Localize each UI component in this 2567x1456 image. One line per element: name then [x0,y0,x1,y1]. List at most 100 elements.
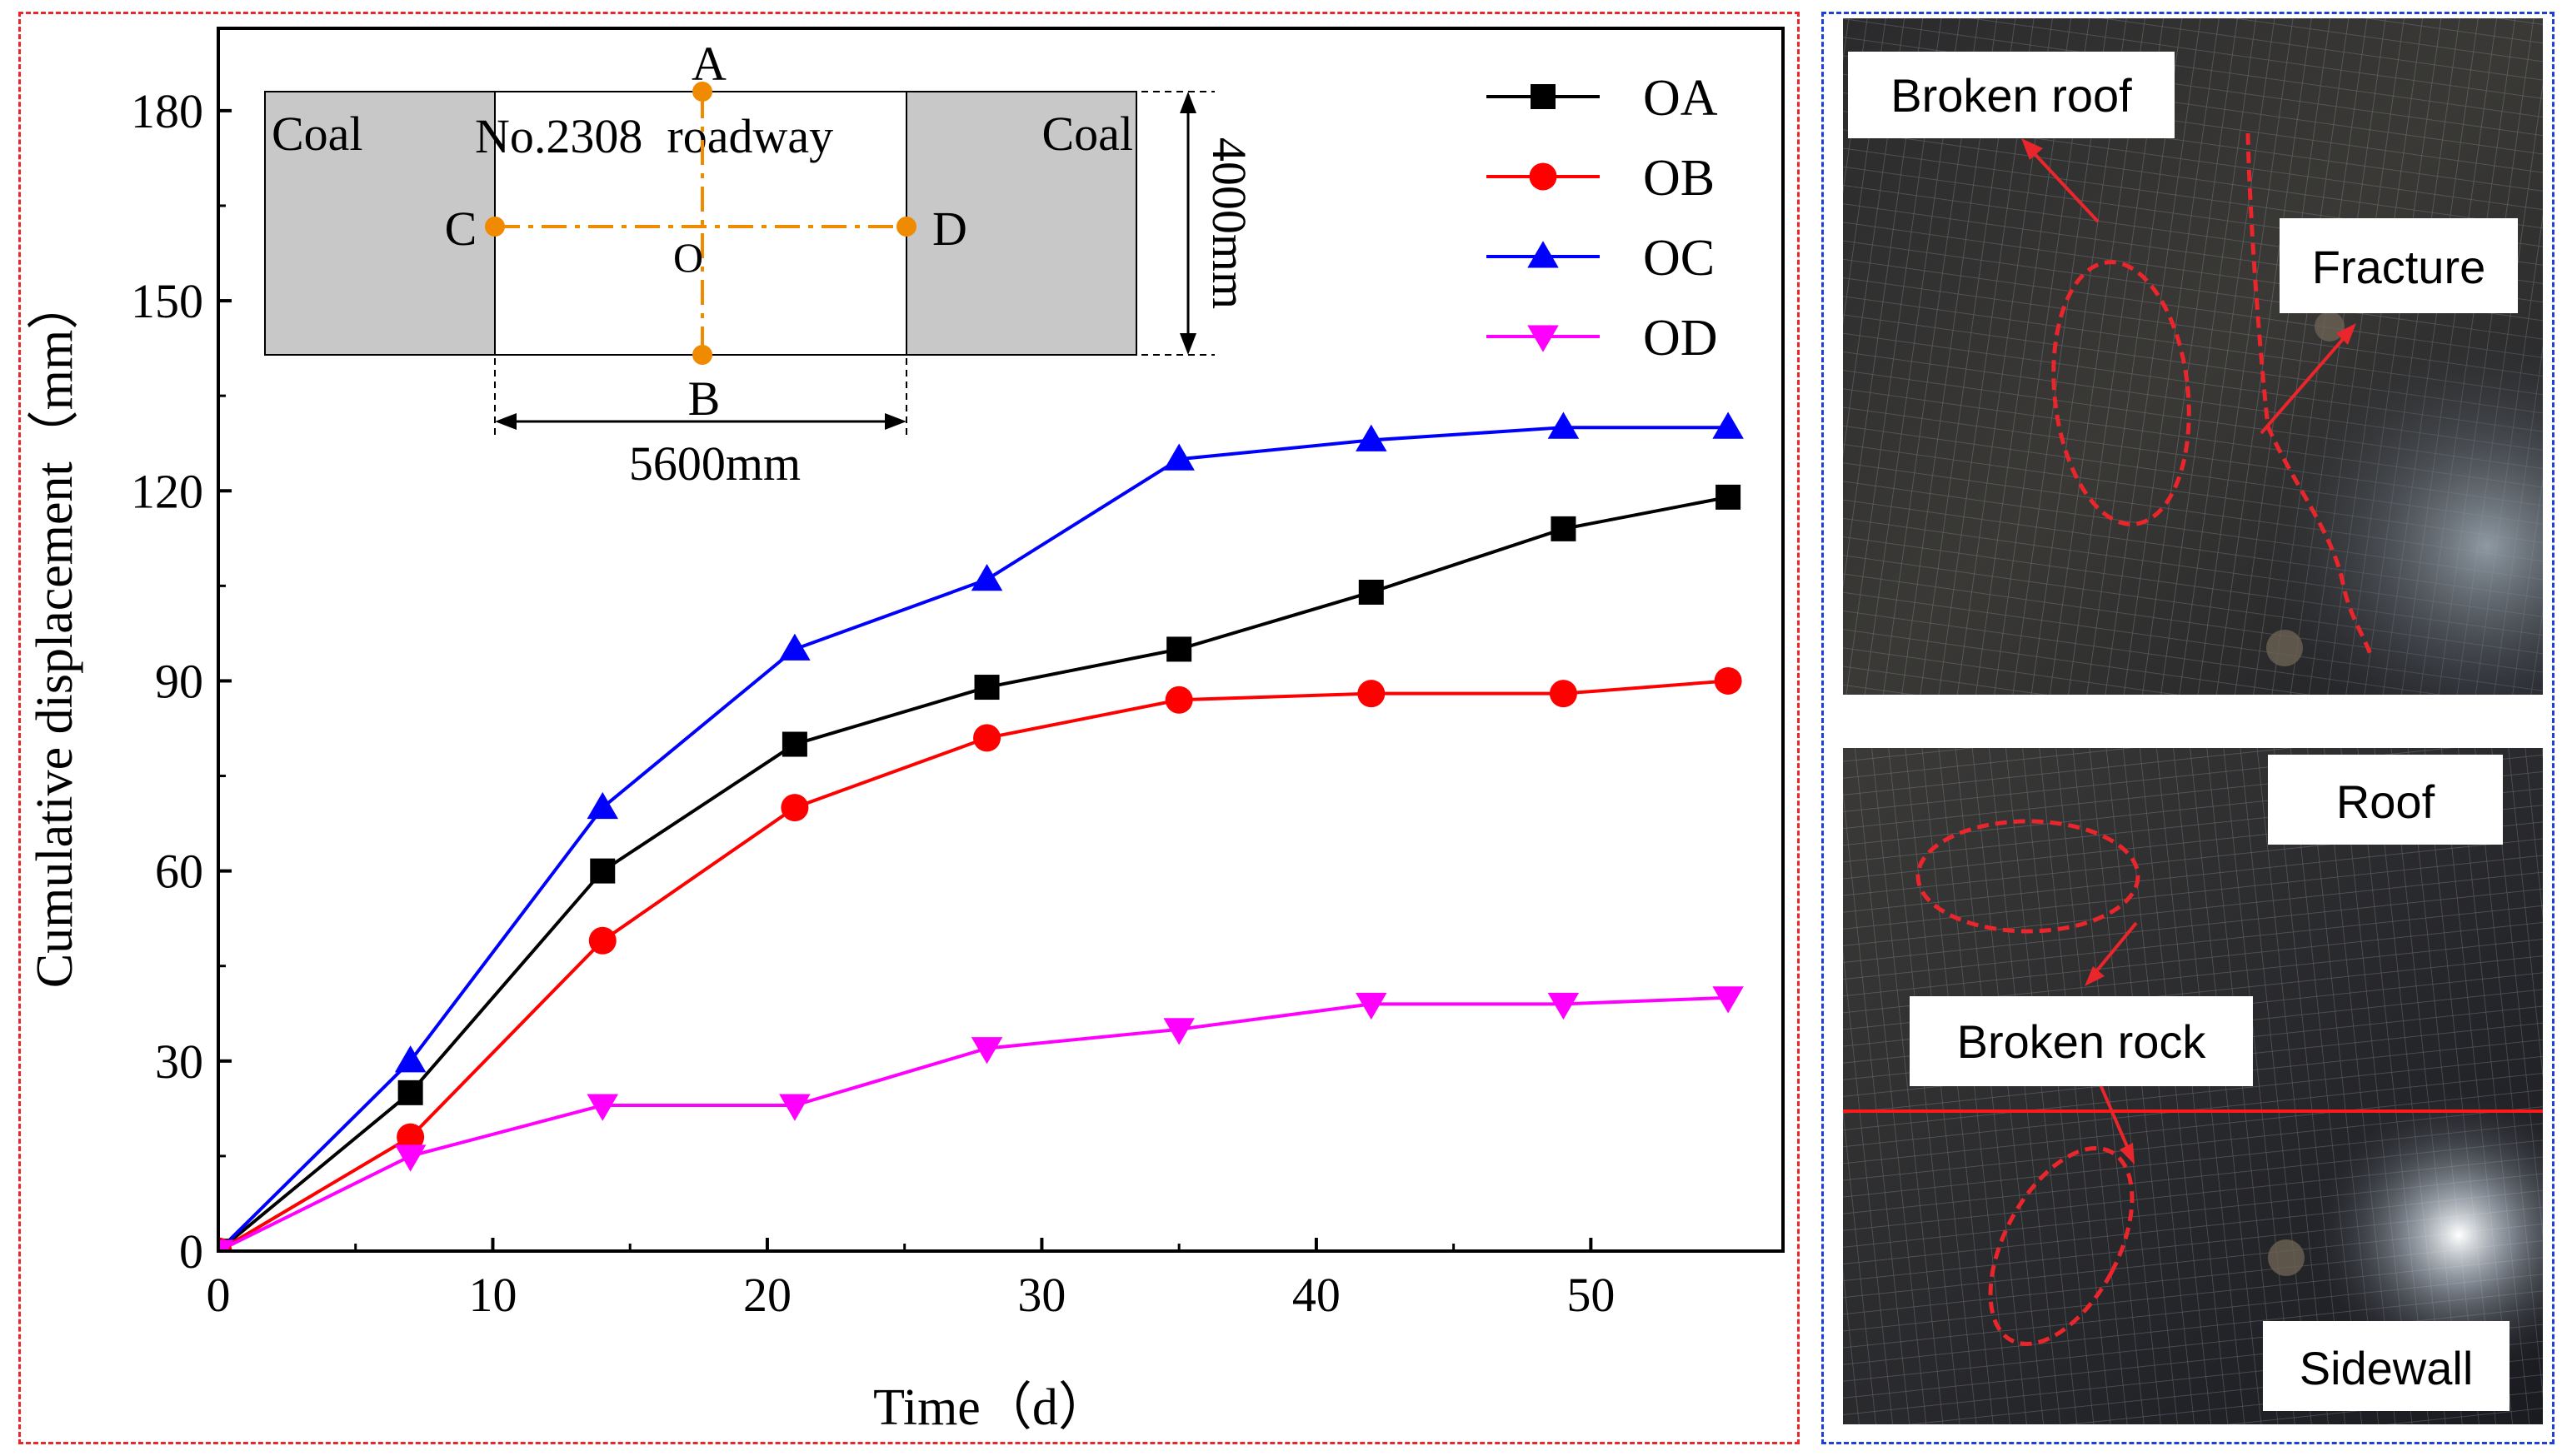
broken-rock-arrowhead-up-icon [2085,966,2105,986]
data-point-ob [1165,686,1193,714]
data-point-oc [587,791,619,820]
legend-marker-oa [1531,84,1556,109]
plot-area-border [217,27,1785,1253]
coal-label-left: Coal [272,107,363,161]
point-c-marker [485,217,505,237]
point-o-label: O [673,234,703,281]
fracture-arrowhead-icon [2336,323,2356,345]
data-point-oa [397,1080,423,1105]
series-line-oc [218,426,1729,1251]
data-point-ob [397,1123,425,1151]
data-point-oc [779,633,811,661]
x-tick-label: 40 [1292,1268,1341,1322]
data-point-od [779,1094,811,1121]
photo-bottom: Roof Broken rock Sidewall [1843,748,2543,1424]
x-axis-label: Time（d） [873,1379,1110,1436]
y-tick-label: 150 [131,274,203,328]
data-point-ob [588,926,617,955]
broken-rock-arrowhead-down-icon [2120,1143,2135,1164]
data-point-oa [1551,516,1576,541]
width-arrow-left-icon [495,413,517,430]
data-point-od [394,1144,427,1172]
label-bg-roof [2268,755,2503,845]
data-point-oa [1358,579,1384,605]
point-a-marker [692,82,712,102]
data-point-oc [1547,411,1580,439]
bolt-plate-icon [2266,630,2303,666]
y-tick-label: 120 [131,464,203,518]
legend-label-od: OD [1643,310,1718,366]
data-point-oc [971,563,1003,591]
data-point-ob [781,794,809,822]
data-point-oc [1163,443,1195,471]
chart-panel-frame [18,12,1800,1444]
height-arrow-bottom-icon [1180,333,1196,355]
coal-block-left [264,91,496,356]
y-tick-label: 90 [155,654,203,708]
point-a-label: A [692,37,727,91]
data-point-oa [974,675,1000,701]
label-text-broken-rock: Broken rock [1957,1015,2207,1068]
label-text-roof: Roof [2336,775,2435,828]
legend: OA OB OC OD [1486,70,1718,366]
x-tick-label: 10 [468,1268,517,1322]
roadway-label: No.2308 roadway [475,109,833,163]
label-box-broken-roof: Broken roof [1848,52,2175,138]
data-point-ob [1714,666,1742,695]
photo-top: Broken roof Fracture [1843,18,2543,695]
series-line-od [218,995,1729,1251]
data-point-od [1547,992,1580,1020]
data-point-oa [590,858,616,884]
point-b-label: B [688,371,721,426]
sidewall-damage-outline [1988,1146,2135,1346]
x-tick-label: 20 [743,1268,792,1322]
data-point-od [218,1239,234,1251]
label-box-broken-rock: Broken rock [1910,996,2253,1086]
label-box-fracture: Fracture [2280,218,2518,313]
fracture-trace [2245,132,2374,657]
bolt-plate-icon [2268,1239,2305,1276]
height-dimension-label: 4000mm [1202,137,1256,309]
coal-block-right [906,91,1137,356]
y-axis-label: Cumulative displacement（mm） [27,278,83,988]
data-point-oa [1715,484,1741,510]
label-bg-fracture [2280,218,2518,313]
legend-marker-ob [1529,162,1557,191]
height-arrow-top-icon [1180,92,1196,113]
data-point-ob [1549,680,1577,708]
broken-rock-arrow-down [2098,1082,2133,1157]
data-point-od [971,1037,1003,1065]
point-c-label: C [445,202,477,256]
series-line-ob [218,679,1729,1251]
legend-label-ob: OB [1643,150,1715,207]
width-arrow-right-icon [885,413,906,430]
x-tick-label: 0 [207,1268,231,1322]
legend-marker-od [1527,325,1559,352]
point-b-marker [692,345,712,365]
broken-roof-arrowhead-icon [2021,138,2043,160]
y-tick-label: 60 [155,845,203,899]
data-point-oc [394,1045,427,1073]
data-point-od [1712,986,1744,1014]
x-tick-label: 30 [1017,1268,1066,1322]
y-tick-label: 30 [155,1035,203,1089]
width-dimension-label: 5600mm [629,436,801,491]
data-point-oc [1712,411,1744,439]
legend-label-oa: OA [1643,70,1718,127]
photo-panel-frame [1821,12,2555,1444]
label-bg-broken-rock [1910,996,2253,1086]
broken-roof-arrow [2025,143,2100,223]
data-point-ob [973,724,1001,752]
y-tick-label: 180 [131,84,203,138]
legend-marker-oc [1527,241,1559,268]
data-point-ob [1357,680,1386,708]
point-d-marker [896,217,916,237]
data-point-od [1163,1018,1195,1045]
label-text-fracture: Fracture [2312,241,2486,293]
data-point-od [587,1094,619,1121]
label-box-roof: Roof [2268,755,2503,845]
label-bg-broken-roof [1848,52,2175,138]
legend-label-oc: OC [1643,230,1715,287]
